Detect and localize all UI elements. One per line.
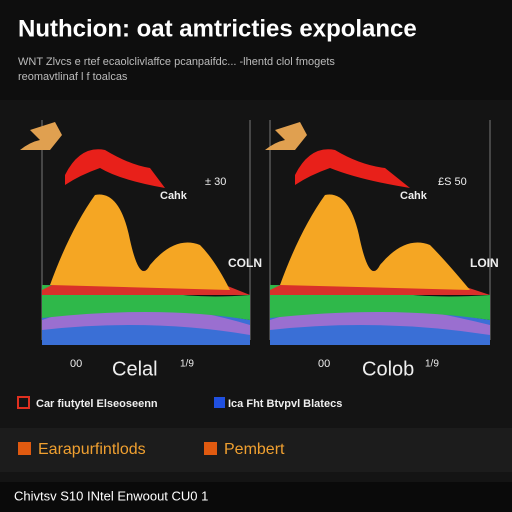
peak <box>295 149 410 188</box>
bottom-right: 1/9 <box>180 359 194 370</box>
legend-band <box>0 428 512 472</box>
footer-band <box>0 482 512 512</box>
bottom-right: 1/9 <box>425 359 439 370</box>
legend-label: Car fiutytel Elseoseenn <box>36 398 158 410</box>
side-label: Cahk <box>400 190 428 202</box>
legend-label: Earapurfintlods <box>38 441 146 458</box>
title: Nuthcion: oat amtricties expolance <box>18 15 417 42</box>
subtitle: reomavtlinaf l f toalcas <box>18 71 128 83</box>
bottom-left: 00 <box>70 358 82 370</box>
bottom-left: 00 <box>318 358 330 370</box>
area <box>50 194 230 290</box>
header-band <box>0 0 512 100</box>
side-label: Cahk <box>160 190 188 202</box>
area <box>280 194 470 290</box>
caption: Colob <box>362 358 414 380</box>
caption: Celal <box>112 358 158 380</box>
subtitle: WNT Zlvcs e rtef ecaolclivlaffce pcanpai… <box>18 56 335 68</box>
footer-text: Chivtsv S10 INtel Enwoout CU0 1 <box>14 488 208 503</box>
legend-swatch <box>18 442 31 455</box>
legend-label: Pembert <box>224 441 285 458</box>
top-label: £S 50 <box>438 176 467 188</box>
top-label: ± 30 <box>205 176 226 188</box>
icon <box>20 122 62 150</box>
legend-swatch <box>214 397 225 408</box>
right-label: COLN <box>228 256 262 270</box>
legend-swatch <box>17 396 30 409</box>
panel: ± 30 Cahk COLN 00 Celal 1/9 <box>20 120 262 380</box>
right-label: LOIN <box>470 256 499 270</box>
peak <box>65 149 165 188</box>
legend-label: Ica Fht Btvpvl Blatecs <box>228 398 342 410</box>
panel: £S 50 Cahk LOIN 00 Colob 1/9 <box>265 120 499 380</box>
icon <box>265 122 307 150</box>
legend-swatch <box>204 442 217 455</box>
